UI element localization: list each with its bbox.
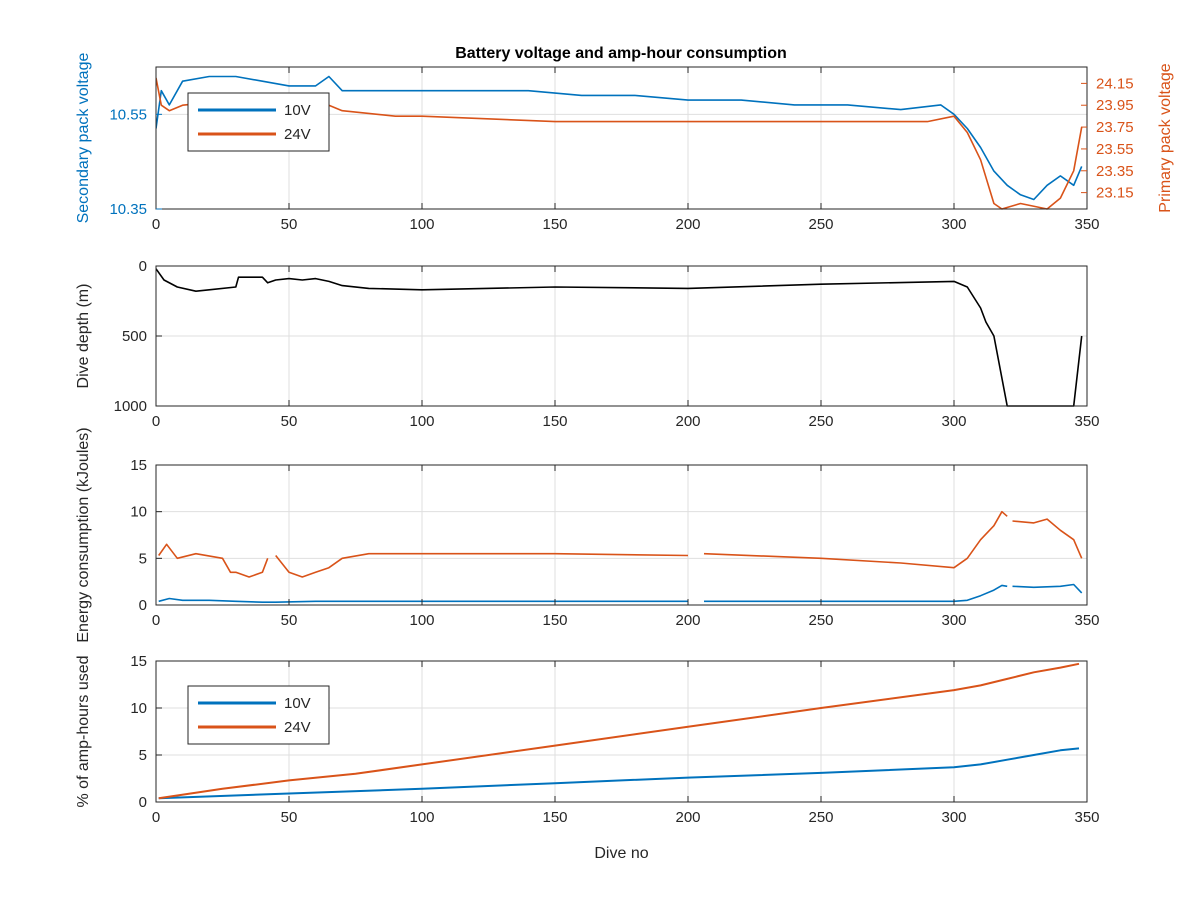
axes-box: [155, 660, 1088, 803]
y-right-tick-label: 23.15: [1096, 185, 1134, 202]
y-right-tick-label: 23.75: [1096, 119, 1134, 136]
x-tick-label: 350: [1074, 216, 1099, 233]
legend-label-24V: 24V: [284, 719, 311, 736]
x-tick-label: 100: [409, 216, 434, 233]
x-tick-label: 50: [281, 216, 298, 233]
series-line-24V: [158, 510, 1083, 578]
y-tick-label: 10.35: [109, 201, 147, 218]
series-line-10V: [158, 747, 1080, 800]
x-tick-label: 300: [941, 809, 966, 826]
x-tick-label: 250: [808, 612, 833, 629]
y-axis-title: % of amp-hours used: [75, 655, 92, 807]
x-tick-label: 100: [409, 809, 434, 826]
y-tick-label: 500: [122, 328, 147, 345]
series-line-24V: [158, 662, 1080, 800]
y-tick-label: 5: [139, 747, 147, 764]
series-group: [158, 662, 1080, 800]
x-tick-label: 200: [675, 612, 700, 629]
y-tick-label: 0: [139, 794, 147, 811]
x-tick-label: 100: [409, 413, 434, 430]
y-tick-label: 0: [139, 258, 147, 275]
x-tick-label: 150: [542, 413, 567, 430]
y-axis-title: Dive depth (m): [75, 284, 92, 389]
x-tick-label: 0: [152, 612, 160, 629]
x-tick-label: 250: [808, 216, 833, 233]
x-tick-label: 200: [675, 216, 700, 233]
axes-box: [155, 464, 1088, 606]
x-tick-label: 200: [675, 809, 700, 826]
plot-area: [156, 465, 1087, 605]
y-right-tick-label: 23.35: [1096, 163, 1134, 180]
y-tick-label: 10: [130, 700, 147, 717]
x-tick-label: 150: [542, 809, 567, 826]
panel-4: 0 50 100 150 200 250 300 350 0 5 10 15 % of amp-hour…: [75, 653, 1100, 862]
x-tick-label: 50: [281, 809, 298, 826]
y-tick-label: 0: [139, 597, 147, 614]
axes-box: [155, 66, 1088, 210]
x-tick-label: 200: [675, 413, 700, 430]
x-tick-label: 50: [281, 612, 298, 629]
series-line-depth: [156, 268, 1083, 407]
x-tick-label: 300: [941, 216, 966, 233]
panel-3: 0 50 100 150 200 250 300 350 0 5 10 15 Energy consum…: [75, 427, 1100, 642]
legend-box: [187, 685, 330, 745]
x-tick-label: 250: [808, 809, 833, 826]
panel-2: 0 50 100 150 200 250 300 350 0 500 1000 Dive depth …: [75, 258, 1100, 430]
legend-label-10V: 10V: [284, 695, 311, 712]
series-line-10V: [158, 583, 1083, 603]
legend-box: [187, 92, 330, 152]
x-tick-label: 0: [152, 216, 160, 233]
x-tick-label: 100: [409, 612, 434, 629]
x-axis-title: Dive no: [594, 845, 648, 862]
y-axis-title: Energy consumption (kJoules): [75, 427, 92, 642]
legend-label-10V: 10V: [284, 102, 311, 119]
y-tick-label: 1000: [114, 398, 147, 415]
x-tick-label: 350: [1074, 612, 1099, 629]
series-line-10V: [156, 75, 1083, 201]
panel-1: 0 50 100 150 200 250 300 350 10.35 10.55 23.15 23.3…: [75, 53, 1174, 233]
y-axis-right-title: Primary pack voltage: [1157, 63, 1174, 212]
y-tick-label: 10: [130, 504, 147, 521]
x-tick-label: 250: [808, 413, 833, 430]
x-tick-label: 0: [152, 809, 160, 826]
panels: 0 50 100 150 200 250 300 35010.3510.5523.1523.3…: [75, 53, 1174, 862]
y-tick-label: 15: [130, 653, 147, 670]
x-tick-label: 350: [1074, 413, 1099, 430]
x-tick-label: 150: [542, 216, 567, 233]
y-tick-label: 5: [139, 550, 147, 567]
figure-title: Battery voltage and amp-hour consumption: [455, 45, 787, 62]
x-tick-label: 50: [281, 413, 298, 430]
y-axis-title: Secondary pack voltage: [75, 53, 92, 224]
legend-label-24V: 24V: [284, 126, 311, 143]
y-tick-label: 15: [130, 457, 147, 474]
y-tick-label: 10.55: [109, 106, 147, 123]
y-right-tick-label: 23.95: [1096, 97, 1134, 114]
x-tick-label: 350: [1074, 809, 1099, 826]
series-group: [156, 268, 1083, 407]
x-tick-label: 0: [152, 413, 160, 430]
x-tick-label: 300: [941, 612, 966, 629]
x-tick-label: 150: [542, 612, 567, 629]
y-right-tick-label: 24.15: [1096, 75, 1134, 92]
x-tick-label: 300: [941, 413, 966, 430]
y-right-tick-label: 23.55: [1096, 141, 1134, 158]
series-group: [158, 510, 1083, 603]
